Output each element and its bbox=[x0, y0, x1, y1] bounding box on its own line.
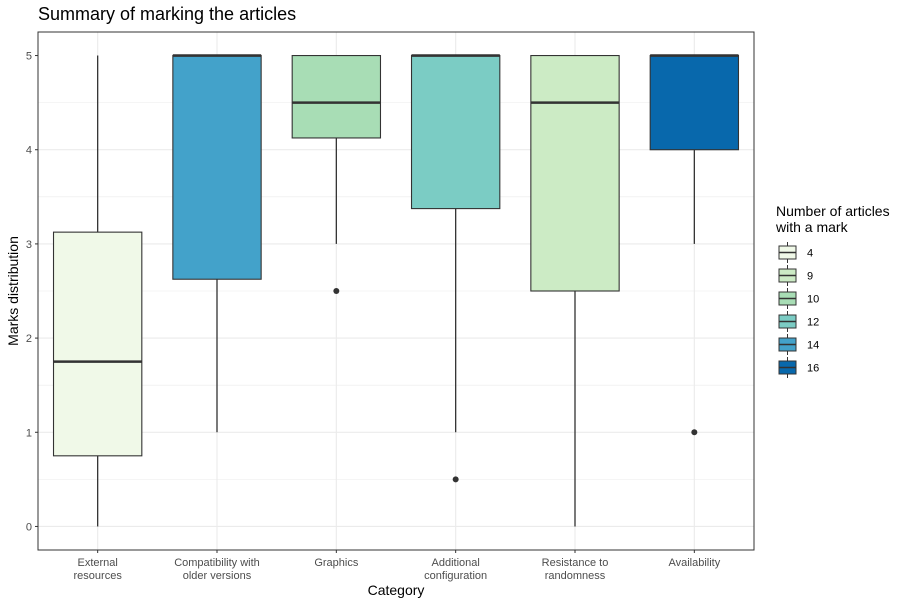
y-tick-label: 3 bbox=[26, 239, 32, 251]
box-body bbox=[172, 54, 262, 280]
x-axis-title: Category bbox=[368, 582, 425, 598]
legend-item-16: 16 bbox=[778, 357, 819, 378]
legend-label: 14 bbox=[807, 340, 819, 352]
x-tick-label-line: Resistance to bbox=[542, 557, 609, 569]
x-tick-label-line: resources bbox=[74, 570, 123, 582]
x-tick-label: Resistance to randomness bbox=[542, 557, 609, 582]
x-tick-label: Compatibility with older versions bbox=[174, 557, 260, 582]
box-5 bbox=[530, 54, 620, 527]
x-tick-label-line: older versions bbox=[183, 570, 252, 582]
y-axis-title: Marks distribution bbox=[5, 236, 21, 346]
x-tick-label-line: External bbox=[77, 557, 117, 569]
legend-item-14: 14 bbox=[778, 334, 819, 355]
x-tick-label-line: Compatibility with bbox=[174, 557, 260, 569]
y-tick-label: 5 bbox=[26, 51, 32, 63]
legend-item-9: 9 bbox=[778, 265, 813, 286]
box-2 bbox=[172, 54, 262, 433]
box-body bbox=[410, 54, 501, 210]
legend-title: Number of articles with a mark bbox=[775, 203, 890, 235]
legend-item-12: 12 bbox=[778, 311, 819, 332]
x-tick-label: Availability bbox=[668, 557, 720, 569]
box-1 bbox=[52, 55, 143, 527]
outlier-point bbox=[333, 288, 340, 294]
legend-label: 16 bbox=[807, 363, 819, 375]
box-6 bbox=[649, 54, 740, 436]
box-body bbox=[291, 54, 382, 139]
x-tick-label-line: randomness bbox=[545, 570, 606, 582]
legend-title-line: Number of articles bbox=[776, 203, 890, 219]
legend-label: 4 bbox=[807, 248, 813, 260]
x-axis: External resources Compatibility with older… bbox=[74, 550, 721, 582]
box-body bbox=[530, 54, 620, 292]
chart-title: Summary of marking the articles bbox=[38, 4, 296, 24]
legend-label: 10 bbox=[807, 294, 819, 306]
box-body bbox=[649, 54, 740, 151]
legend-item-10: 10 bbox=[778, 288, 819, 309]
y-tick-label: 2 bbox=[26, 333, 32, 345]
box-body bbox=[52, 231, 143, 457]
x-tick-label: Graphics bbox=[314, 557, 359, 569]
y-tick-label: 1 bbox=[26, 427, 32, 439]
legend: Number of articles with a mark 4 9 10 12 14 16 bbox=[775, 203, 890, 378]
x-tick-label-line: Graphics bbox=[314, 557, 359, 569]
x-tick-label-line: Availability bbox=[668, 557, 720, 569]
x-tick-label: Additional configuration bbox=[424, 557, 487, 582]
boxes bbox=[52, 54, 740, 527]
grid bbox=[38, 32, 754, 550]
legend-label: 9 bbox=[807, 271, 813, 283]
y-tick-label: 4 bbox=[26, 145, 32, 157]
box-3 bbox=[291, 54, 382, 294]
x-tick-label: External resources bbox=[74, 557, 123, 582]
box-4 bbox=[410, 54, 501, 483]
y-tick-label: 0 bbox=[26, 521, 32, 533]
legend-label: 12 bbox=[807, 317, 819, 329]
legend-item-4: 4 bbox=[778, 242, 813, 263]
outlier-point bbox=[691, 429, 698, 436]
x-tick-label-line: configuration bbox=[424, 570, 487, 582]
x-tick-label-line: Additional bbox=[432, 557, 480, 569]
panel-border bbox=[37, 31, 755, 551]
y-axis: 0 1 2 3 4 5 bbox=[26, 51, 38, 533]
outlier-point bbox=[452, 476, 459, 483]
legend-title-line: with a mark bbox=[775, 219, 849, 235]
